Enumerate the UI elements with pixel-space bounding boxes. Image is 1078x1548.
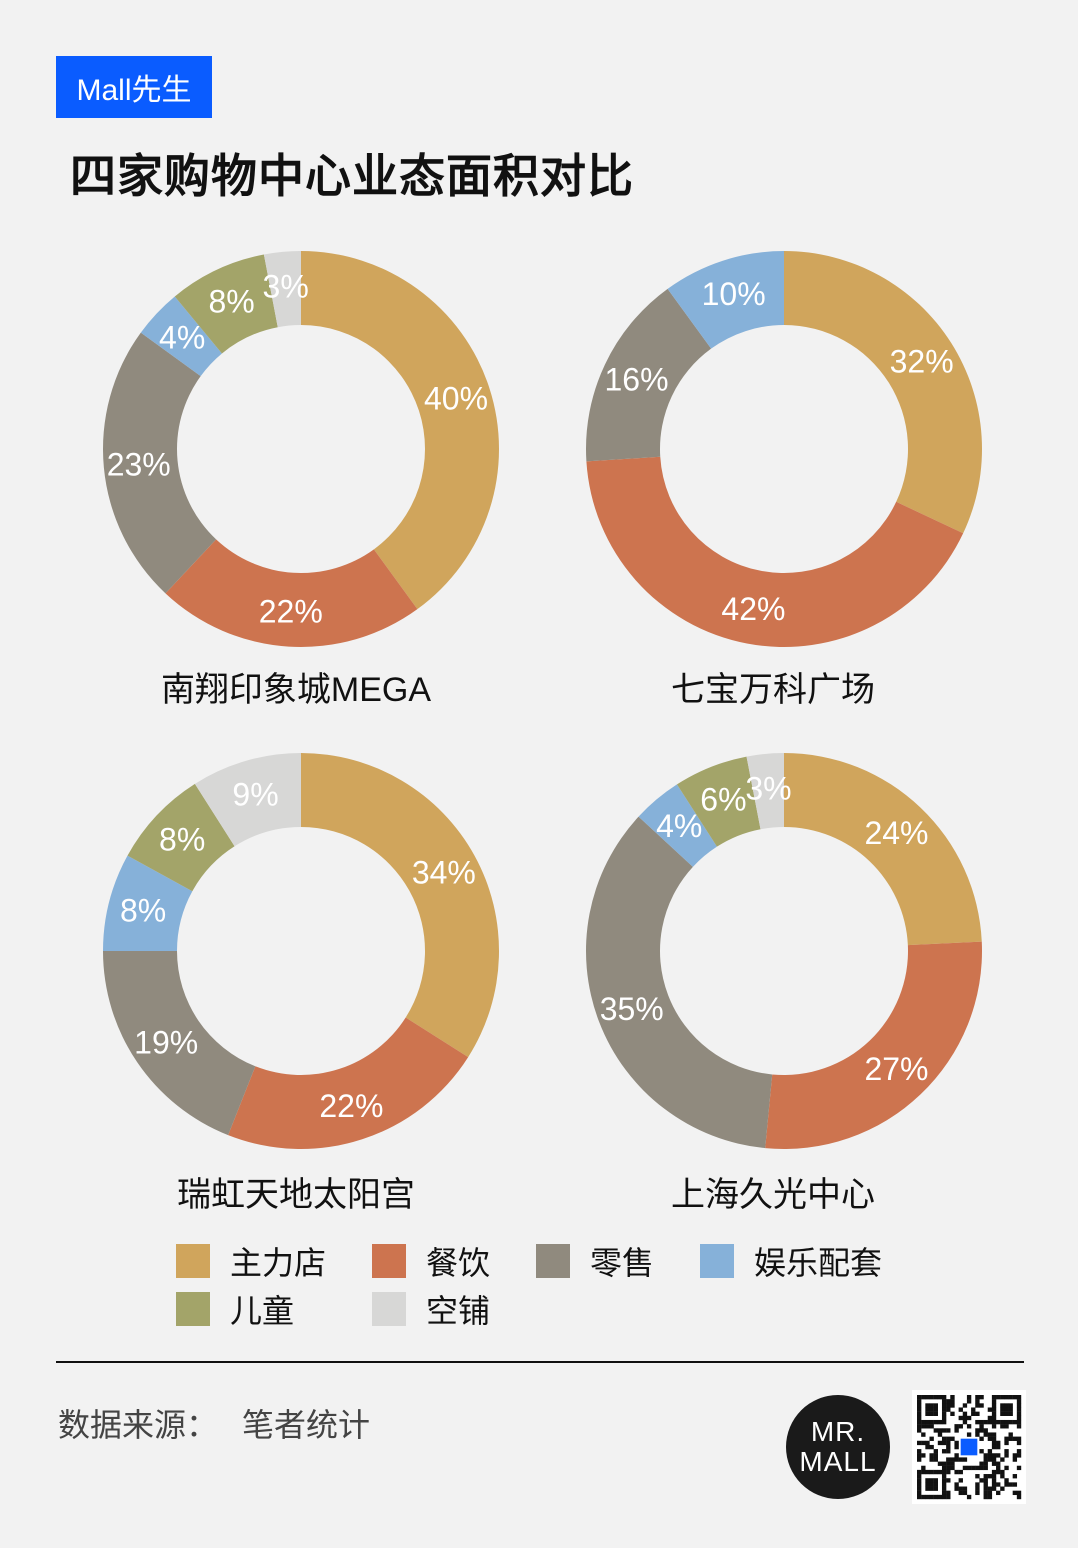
mr-mall-logo: MR. MALL: [786, 1395, 890, 1499]
source-label: 数据来源：: [58, 1407, 219, 1443]
donut-3-label-anchor: 34%: [412, 854, 476, 890]
donut-1-slice-retail: [103, 332, 217, 594]
legend-swatch-dining: [372, 1244, 406, 1278]
legend-label-retail: 零售: [590, 1245, 655, 1281]
legend-item-anchor: 主力店: [176, 1244, 332, 1281]
donut-4-slice-vacant: [746, 753, 784, 830]
legend-item-kids: 儿童: [176, 1292, 332, 1329]
donut-1-label-entertainment: 4%: [159, 319, 205, 355]
donut-2-label-anchor: 32%: [890, 344, 954, 380]
donut-1-slice-entertainment: [140, 296, 222, 377]
donut-1-label-retail: 23%: [107, 446, 171, 482]
source-value: 笔者统计: [242, 1407, 371, 1443]
donut-3-label-kids: 8%: [159, 821, 205, 857]
legend-label-entertainment: 娱乐配套: [754, 1245, 883, 1281]
legend-label-kids: 儿童: [230, 1293, 295, 1329]
donut-4-slice-retail: [586, 816, 773, 1149]
legend-swatch-anchor: [176, 1244, 210, 1278]
donut-4-slice-anchor: [784, 752, 982, 946]
donut-4-slice-entertainment: [638, 784, 717, 867]
logo-line-2: MALL: [799, 1446, 877, 1477]
donut-2-slice-entertainment: [667, 251, 784, 349]
donut-1-slice-vacant: [263, 251, 301, 328]
donut-4-label-entertainment: 4%: [656, 808, 702, 844]
donut-3-label-vacant: 9%: [232, 776, 278, 812]
donut-1-slice-dining: [165, 539, 418, 647]
qr-code: [912, 1390, 1026, 1504]
donut-2-label-dining: 42%: [721, 591, 785, 627]
donut-3-label-dining: 22%: [319, 1088, 383, 1124]
donut-3-label-entertainment: 8%: [120, 892, 166, 928]
donut-2-slice-retail: [585, 288, 712, 462]
legend-label-anchor: 主力店: [230, 1245, 327, 1281]
donut-3-slice-retail: [103, 951, 256, 1136]
chart-title-2: 七宝万科广场: [671, 671, 875, 709]
donut-4-slice-dining: [765, 941, 982, 1149]
donut-2-label-entertainment: 10%: [702, 276, 766, 312]
logo-line-1: MR.: [810, 1416, 866, 1447]
donut-4-label-vacant: 3%: [745, 771, 791, 807]
legend-item-vacant: 空铺: [372, 1292, 490, 1329]
donut-1-slice-anchor: [301, 251, 499, 610]
brand-badge: Mall先生: [56, 56, 212, 118]
legend: 主力店 餐饮 零售 娱乐配套 儿童 空铺: [176, 1244, 996, 1329]
donut-3-slice-dining: [228, 1017, 469, 1149]
donut-1-label-vacant: 3%: [263, 269, 309, 305]
legend-label-dining: 餐饮: [426, 1245, 491, 1281]
legend-swatch-vacant: [372, 1292, 406, 1326]
donut-2-label-retail: 16%: [604, 362, 668, 398]
chart-title-3: 瑞虹天地太阳宫: [177, 1176, 415, 1214]
legend-item-retail: 零售: [536, 1244, 660, 1281]
qr-code-icon: [917, 1395, 1022, 1500]
data-source: 数据来源： 笔者统计: [58, 1400, 370, 1446]
donut-4-label-retail: 35%: [600, 991, 664, 1027]
donut-2-slice-dining: [586, 456, 964, 647]
legend-item-entertainment: 娱乐配套: [700, 1244, 882, 1281]
legend-label-vacant: 空铺: [426, 1293, 491, 1329]
donut-4-slice-kids: [676, 756, 761, 847]
chart-title-1: 南翔印象城MEGA: [160, 671, 432, 709]
donut-4-label-dining: 27%: [864, 1051, 928, 1087]
donut-1-label-dining: 22%: [259, 594, 323, 630]
donut-3-slice-kids: [127, 783, 235, 892]
donut-4-label-anchor: 24%: [864, 815, 928, 851]
donut-1-slice-kids: [174, 254, 278, 354]
page-title: 四家购物中心业态面积对比: [70, 150, 634, 202]
donut-3-slice-anchor: [301, 753, 500, 1058]
donut-4-label-kids: 6%: [700, 782, 746, 818]
donut-3-slice-entertainment: [103, 855, 193, 951]
chart-title-4: 上海久光中心: [671, 1176, 875, 1214]
legend-swatch-retail: [536, 1244, 570, 1278]
donut-1-label-kids: 8%: [208, 284, 254, 320]
donut-3-slice-vacant: [194, 752, 301, 847]
legend-swatch-entertainment: [700, 1244, 734, 1278]
legend-item-dining: 餐饮: [372, 1244, 496, 1281]
donut-3-label-retail: 19%: [134, 1025, 198, 1061]
donut-2-slice-anchor: [784, 251, 982, 534]
divider: [56, 1361, 1024, 1363]
donut-1-label-anchor: 40%: [424, 381, 488, 417]
legend-swatch-kids: [176, 1292, 210, 1326]
